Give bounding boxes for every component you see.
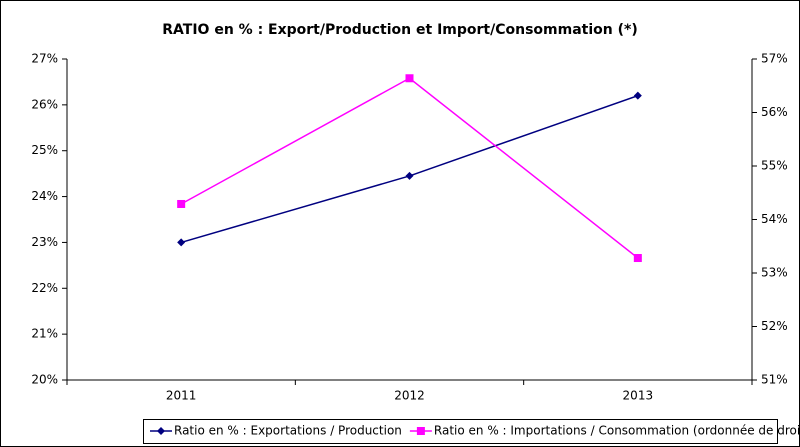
y2-tick-label: 52% xyxy=(761,319,788,333)
y-tick-label: 27% xyxy=(31,52,58,66)
legend-label: Ratio en % : Importations / Consommation… xyxy=(434,424,800,438)
series-marker xyxy=(633,254,642,263)
series-marker xyxy=(177,199,186,208)
y2-tick-label: 51% xyxy=(761,373,788,387)
x-tick-label: 2012 xyxy=(394,389,425,403)
series-marker xyxy=(405,74,414,83)
legend-label: Ratio en % : Exportations / Production xyxy=(174,424,402,438)
chart-title: RATIO en % : Export/Production et Import… xyxy=(162,22,637,38)
y-tick-label: 24% xyxy=(31,189,58,203)
y2-tick-label: 57% xyxy=(761,52,788,66)
legend-marker xyxy=(157,427,165,435)
x-tick-label: 2013 xyxy=(623,389,654,403)
x-tick-label: 2011 xyxy=(166,389,197,403)
legend-box xyxy=(143,419,778,444)
series-marker xyxy=(405,171,414,180)
y-tick-label: 26% xyxy=(31,97,58,111)
y-tick-label: 22% xyxy=(31,281,58,295)
y2-tick-label: 55% xyxy=(761,159,788,173)
y2-tick-label: 53% xyxy=(761,266,788,280)
y2-tick-label: 54% xyxy=(761,212,788,226)
series-marker xyxy=(177,238,186,247)
y-tick-label: 25% xyxy=(31,143,58,157)
legend-marker xyxy=(416,427,425,435)
series-marker xyxy=(633,91,642,100)
y2-tick-label: 56% xyxy=(761,105,788,119)
y-tick-label: 20% xyxy=(31,373,58,387)
y-tick-label: 23% xyxy=(31,235,58,249)
y-tick-label: 21% xyxy=(31,327,58,341)
